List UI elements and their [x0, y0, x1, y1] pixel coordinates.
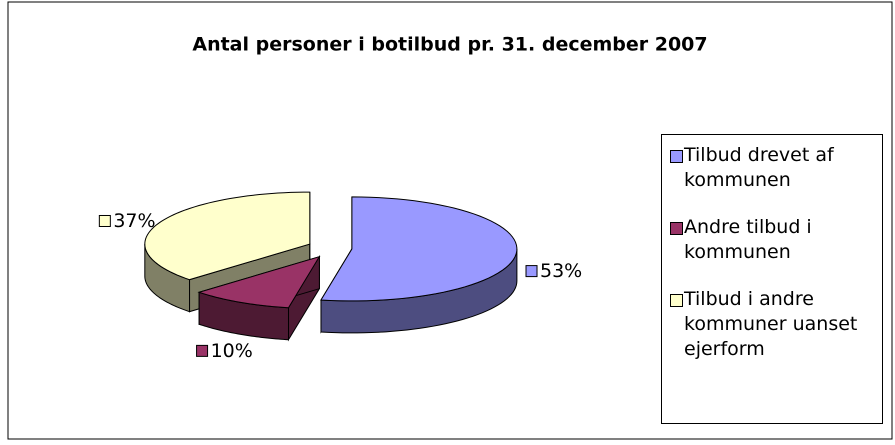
- label-swatch: [196, 344, 209, 357]
- slice-top: [197, 255, 321, 309]
- legend-swatch: [670, 294, 683, 307]
- legend-item: Tilbud i andre kommuner uanset ejerform: [668, 287, 876, 362]
- data-label: 10%: [211, 340, 253, 362]
- slice-top: [320, 196, 518, 302]
- legend-item: Tilbud drevet af kommunen: [668, 143, 876, 193]
- slice: [197, 254, 321, 342]
- legend-swatch: [670, 150, 683, 163]
- slice-top: [144, 191, 311, 281]
- data-label: 53%: [540, 260, 582, 282]
- label-swatch: [525, 265, 538, 278]
- legend-item: Andre tilbud i kommunen: [668, 215, 876, 265]
- legend-label: Tilbud i andre kommuner uanset ejerform: [684, 288, 858, 360]
- legend: Tilbud drevet af kommunen Andre tilbud i …: [661, 134, 883, 424]
- legend-swatch: [670, 222, 683, 235]
- label-swatch: [98, 214, 111, 227]
- slice: [320, 196, 518, 334]
- data-label: 37%: [113, 210, 155, 232]
- legend-label: Andre tilbud i kommunen: [684, 216, 812, 263]
- legend-label: Tilbud drevet af kommunen: [684, 144, 834, 191]
- chart-title: Antal personer i botilbud pr. 31. decemb…: [192, 34, 707, 56]
